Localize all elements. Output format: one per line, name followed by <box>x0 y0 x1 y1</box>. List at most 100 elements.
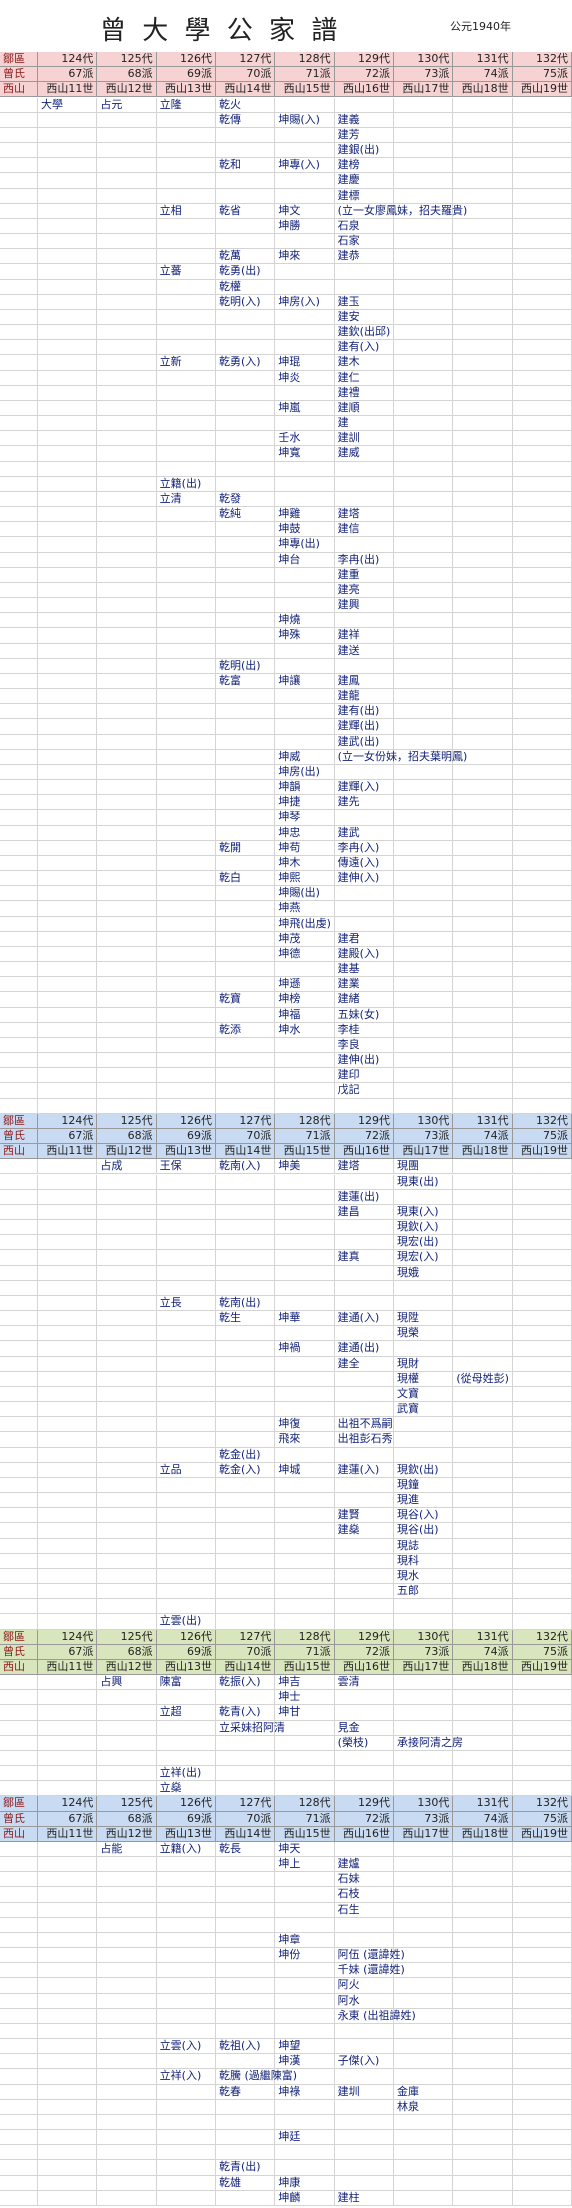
empty-cell <box>97 613 157 629</box>
cell: 陳富 <box>156 1675 216 1691</box>
cell: 坤忠 <box>275 825 335 841</box>
empty-cell <box>394 112 454 128</box>
empty-cell <box>216 385 276 401</box>
empty-cell <box>512 1371 572 1387</box>
empty-cell <box>453 764 513 781</box>
empty-cell <box>216 309 276 326</box>
cell: (立一女份妹，招夫葉明鳳) <box>334 749 467 765</box>
empty-cell <box>275 1584 335 1600</box>
empty-cell <box>453 1007 513 1023</box>
empty-cell <box>97 1068 157 1084</box>
empty-cell <box>156 1098 216 1114</box>
empty-cell <box>275 2069 335 2085</box>
empty-cell <box>453 294 513 310</box>
empty-cell <box>156 598 216 614</box>
cell: 坤台 <box>275 552 335 568</box>
empty-cell <box>512 901 572 917</box>
empty-cell <box>275 1523 335 1539</box>
cell: 李冉(入) <box>334 840 394 856</box>
empty-cell <box>453 1766 513 1782</box>
empty-cell <box>275 1887 335 1903</box>
cell: 西山18世 <box>453 1826 513 1842</box>
empty-cell <box>334 764 394 781</box>
cell: 坤份 <box>275 1948 335 1964</box>
empty-cell <box>0 1204 38 1220</box>
empty-cell <box>275 1917 335 1933</box>
empty-cell <box>0 1174 38 1190</box>
empty-cell <box>216 1326 276 1342</box>
empty-cell <box>394 249 454 265</box>
cell: 127代 <box>216 1113 276 1129</box>
empty-cell <box>97 1204 157 1220</box>
empty-cell <box>156 143 216 159</box>
empty-cell <box>453 689 513 705</box>
empty-cell <box>0 1371 38 1387</box>
empty-cell <box>512 749 572 765</box>
cell: 127代 <box>216 1796 276 1812</box>
empty-cell <box>512 1538 572 1554</box>
empty-cell <box>38 1841 98 1858</box>
cell: 坤華 <box>275 1311 335 1327</box>
empty-cell <box>156 962 216 978</box>
empty-cell <box>512 400 572 417</box>
cell: 乾祖(入) <box>216 2039 276 2055</box>
empty-cell <box>97 1007 157 1023</box>
cell: 現欽(出) <box>394 1462 454 1478</box>
cell: 立雲(出) <box>156 1614 216 1630</box>
empty-cell <box>512 946 572 963</box>
empty-cell <box>512 1508 572 1524</box>
cell: 75派 <box>512 67 572 83</box>
cell: 坤韻 <box>275 780 335 796</box>
cell: 立祥(出) <box>156 1766 216 1782</box>
cell: 73派 <box>394 67 454 83</box>
cell: 西山18世 <box>453 1144 513 1160</box>
empty-cell <box>38 1508 98 1524</box>
empty-cell <box>275 1720 335 1736</box>
cell: 70派 <box>216 1811 276 1827</box>
cell: 132代 <box>512 1629 572 1645</box>
empty-cell <box>97 1022 157 1038</box>
cell: 132代 <box>512 1796 572 1812</box>
empty-cell <box>334 1447 394 1463</box>
empty-cell <box>512 431 572 447</box>
empty-cell <box>97 340 157 356</box>
cell: 現東(入) <box>394 1204 454 1220</box>
empty-cell <box>0 719 38 735</box>
empty-cell <box>97 1462 157 1478</box>
cell: 坤吉 <box>275 1675 335 1691</box>
empty-cell <box>97 734 157 750</box>
empty-cell <box>156 1568 216 1585</box>
empty-cell <box>216 1341 276 1357</box>
empty-cell <box>156 1750 216 1767</box>
empty-cell <box>216 431 276 447</box>
empty-cell <box>97 476 157 492</box>
empty-cell <box>0 962 38 978</box>
empty-cell <box>97 203 157 219</box>
empty-cell <box>38 1341 98 1357</box>
empty-cell <box>0 158 38 174</box>
cell: 現欽(入) <box>394 1220 454 1236</box>
empty-cell <box>453 2099 513 2115</box>
empty-cell <box>394 689 454 705</box>
empty-cell <box>0 871 38 887</box>
empty-cell <box>394 1690 454 1706</box>
empty-cell <box>394 2054 454 2070</box>
empty-cell <box>156 795 216 811</box>
empty-cell <box>394 1037 454 1054</box>
empty-cell <box>216 1902 276 1918</box>
cell: 西山 <box>0 82 38 98</box>
empty-cell <box>216 2023 276 2040</box>
empty-cell <box>512 491 572 508</box>
empty-cell <box>394 1022 454 1038</box>
empty-cell <box>453 901 513 917</box>
empty-cell <box>216 400 276 417</box>
empty-cell <box>394 1781 454 1797</box>
empty-cell <box>0 1447 38 1463</box>
empty-cell <box>334 2175 394 2191</box>
cell: 建昌 <box>334 1204 394 1220</box>
empty-cell <box>0 1083 38 1099</box>
cell: 占能 <box>97 1841 157 1858</box>
empty-cell <box>453 188 513 204</box>
empty-cell <box>216 1614 276 1630</box>
empty-cell <box>156 780 216 796</box>
